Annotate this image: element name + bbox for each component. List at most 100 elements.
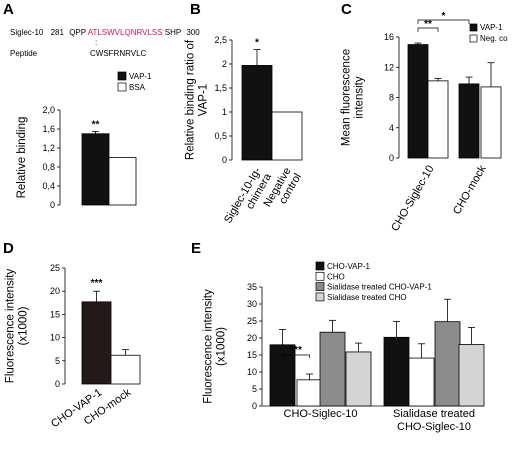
y-tick-label-d: 20: [50, 286, 60, 296]
category-label-c: CHO-mock: [451, 163, 489, 217]
y-tick-label-c: 8: [389, 93, 394, 103]
y-axis-title-line: (x1000): [216, 327, 228, 366]
bar-d-2: [110, 354, 141, 385]
y-axis-title-line: Fluorescence intensity: [203, 289, 215, 404]
sequence-start: 281: [51, 28, 65, 37]
y-tick-label-a: 2,0: [42, 105, 55, 115]
legend-label-e: Sialidase treated CHO-VAP-1: [327, 283, 432, 292]
y-tick-label-a: 1,2: [42, 143, 55, 153]
y-axis-title-line: (x1000): [18, 306, 30, 345]
bar-e-2-4: [458, 344, 485, 407]
significance-c-2: *: [442, 11, 446, 22]
y-axis-title-d: Fluorescence intensity(x1000): [5, 269, 30, 384]
sequence-colons: :: [95, 38, 97, 47]
y-tick-label-e: 35: [247, 282, 257, 292]
y-tick-label-e: 0: [252, 401, 257, 411]
y-tick-label-e: 5: [252, 384, 257, 394]
category-label-line: Sialidase treated: [393, 408, 475, 420]
y-tick-label-a: 1,6: [42, 124, 55, 134]
legend-label-a: VAP-1: [129, 72, 152, 81]
sequence-highlight: ATLSWVLQNRVLSS: [88, 28, 163, 37]
significance-bracket-e: [282, 354, 310, 358]
y-tick-label-a: 0,4: [42, 181, 55, 191]
bar-a-2: [108, 157, 137, 206]
sequence-suffix: SHP: [165, 28, 181, 37]
legend-swatch-e: [315, 261, 325, 271]
y-tick-label-d: 5: [55, 356, 60, 366]
y-tick-label-b: 2: [222, 59, 227, 69]
y-tick-label-d: 25: [50, 263, 60, 273]
peptide-sequence: CWSFRNRVLC: [90, 49, 147, 58]
bar-c-2-2: [480, 86, 502, 159]
panel-label-e: E: [191, 240, 201, 257]
y-tick-label-c: 4: [389, 123, 394, 133]
y-axis-title-line: Mean fluorescence: [341, 49, 353, 146]
y-tick-label-e: 15: [247, 350, 257, 360]
y-axis-title-e: Fluorescence intensity(x1000): [203, 289, 228, 404]
bar-c-1-1: [407, 44, 429, 159]
sequence-end: 300: [186, 28, 200, 37]
bar-b-2: [271, 111, 303, 161]
peptide-label: Peptide: [10, 49, 38, 58]
significance-bracket-c-1: [417, 27, 439, 32]
sequence-prefix: QPP: [69, 28, 86, 37]
bar-e-1-2: [296, 379, 323, 407]
y-tick-label-c: 12: [384, 62, 394, 72]
y-tick-label-b: 1,5: [214, 83, 227, 93]
legend-swatch-c: [469, 34, 478, 43]
y-tick-label-b: 0,5: [214, 131, 227, 141]
y-axis-title-b: Relative binding ratio ofVAP-1: [185, 39, 210, 160]
bar-a-1: [81, 133, 110, 206]
y-tick-label-a: 0,8: [42, 162, 55, 172]
legend-label-a: BSA: [129, 83, 146, 92]
y-axis-title-line: VAP-1: [198, 84, 210, 116]
category-label-c: CHO-Siglec-10: [389, 164, 436, 234]
legend-swatch-e: [315, 282, 325, 291]
y-axis-title-line: Relative binding: [16, 117, 28, 199]
y-tick-label-e: 20: [247, 333, 257, 343]
bar-b-1: [241, 65, 273, 161]
y-tick-label-c: 16: [384, 32, 394, 42]
panel-label-b: B: [190, 1, 201, 18]
y-tick-label-e: 10: [247, 367, 257, 377]
legend-swatch-c: [469, 23, 478, 32]
significance-bracket-c-2: [417, 19, 470, 24]
bar-c-1-2: [427, 80, 449, 159]
y-axis-title-line: Relative binding ratio of: [185, 39, 197, 160]
legend-swatch-e: [315, 292, 325, 302]
sequence-line: Siglec-10 281 QPP ATLSWVLQNRVLSS SHP 300: [10, 28, 200, 37]
legend-swatch-a: [117, 71, 127, 81]
y-tick-label-b: 0: [222, 155, 227, 165]
y-tick-label-e: 25: [247, 316, 257, 326]
y-tick-label-a: 0: [50, 200, 55, 210]
y-axis-title-line: intensity: [354, 76, 366, 118]
legend-label-e: CHO: [327, 272, 345, 281]
y-tick-label-b: 2,5: [214, 35, 227, 45]
y-axis-title-a: Relative binding: [16, 117, 28, 199]
bar-c-2-1: [458, 83, 480, 159]
category-label-line: CHO-Siglec-10: [284, 408, 358, 420]
significance-c-1: **: [424, 19, 432, 30]
y-tick-label-d: 10: [50, 333, 60, 343]
bar-d-1: [81, 301, 112, 385]
y-tick-label-c: 0: [389, 153, 394, 163]
panel-label-a: A: [3, 1, 14, 18]
legend-label-e: Sialidase treated CHO: [327, 293, 407, 302]
significance-b: *: [255, 38, 259, 49]
y-tick-label-e: 30: [247, 299, 257, 309]
y-axis-title-line: Fluorescence intensity: [5, 269, 17, 384]
y-tick-label-b: 1: [222, 107, 227, 117]
siglec-label: Siglec-10: [10, 28, 44, 37]
panel-label-c: C: [341, 1, 352, 18]
y-tick-label-d: 0: [55, 379, 60, 389]
category-label-e: Sialidase treated CHO-Siglec-10: [393, 408, 475, 433]
legend-label-c: VAP-1: [480, 23, 503, 32]
legend-label-c: Neg. co: [480, 34, 508, 43]
significance-d: ***: [91, 278, 103, 289]
legend-swatch-a: [117, 82, 127, 92]
legend-label-e: CHO-VAP-1: [327, 262, 371, 271]
y-axis-title-c: Mean fluorescenceintensity: [341, 49, 366, 146]
significance-e: ***: [290, 345, 302, 356]
